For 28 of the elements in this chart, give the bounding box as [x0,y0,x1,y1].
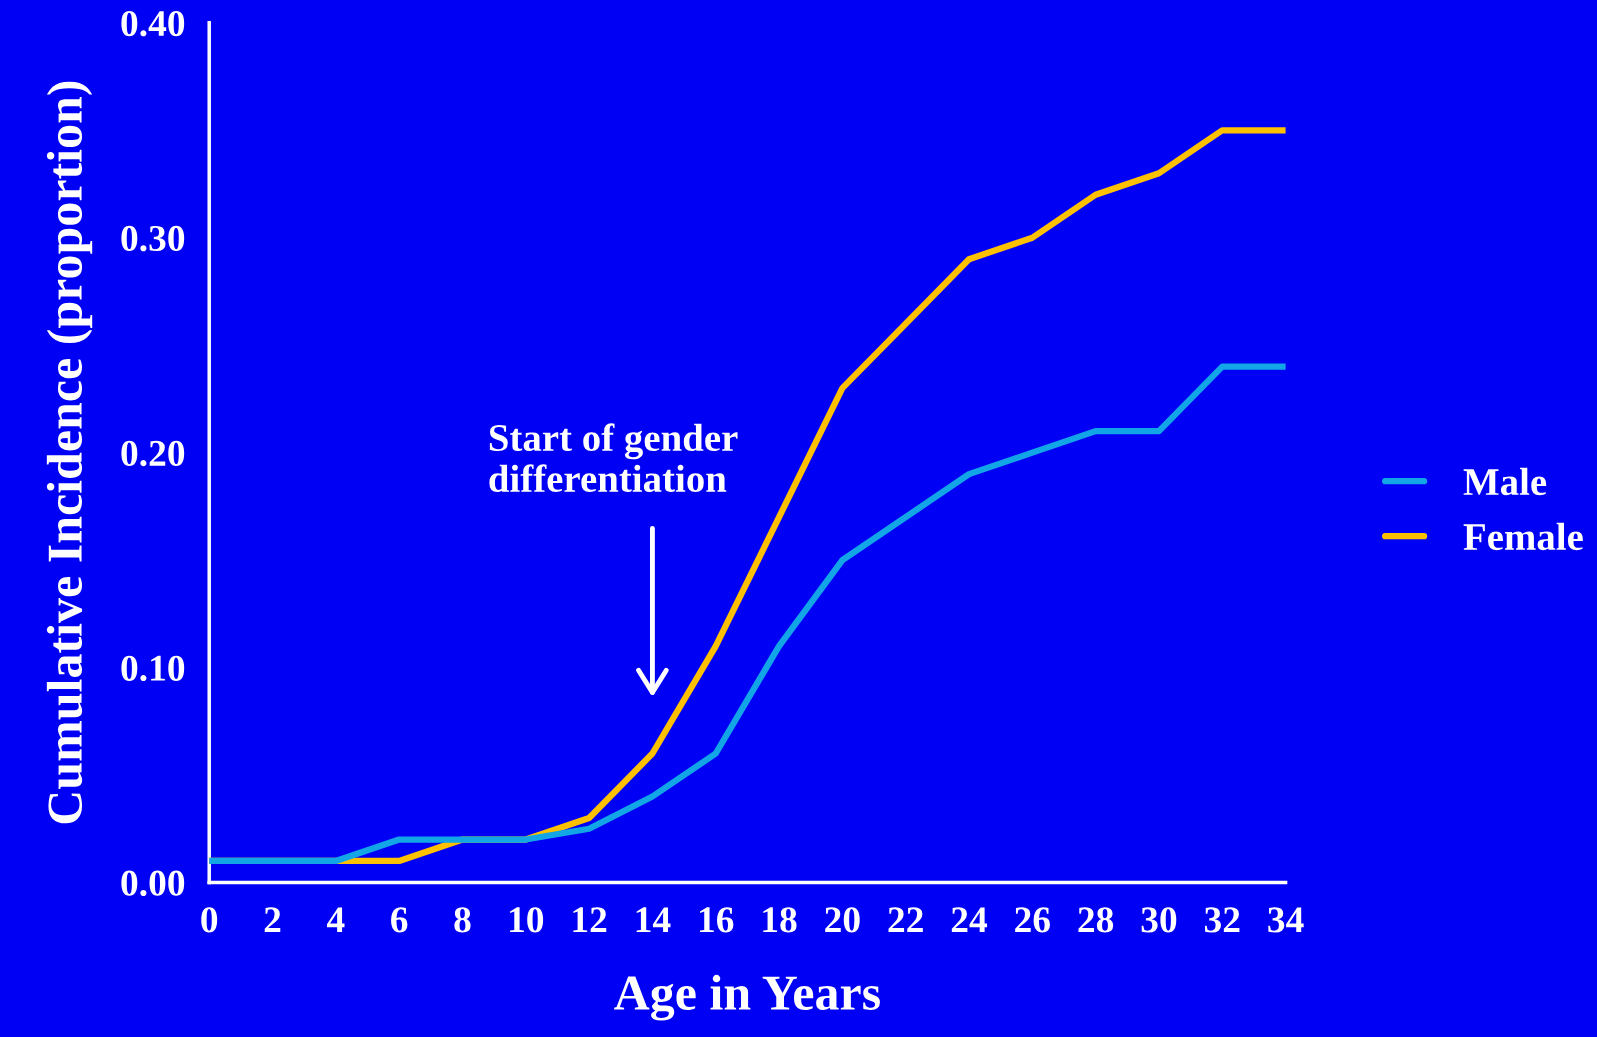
x-axis-title: Age in Years [614,974,880,1021]
y-axis-title: Cumulative Incidence (proportion) [46,81,93,824]
y-tick-label: 0.10 [121,655,185,682]
y-tick-label: 0.30 [121,225,185,252]
x-tick-label: 12 [573,907,607,933]
legend-label: Female [1463,522,1583,551]
x-tick-label: 28 [1078,907,1114,933]
x-tick-label: 4 [326,907,345,933]
x-tick-label: 14 [636,907,671,933]
x-tick-label: 2 [264,907,281,933]
x-tick-label: 32 [1204,907,1240,933]
x-tick-label: 20 [825,907,860,933]
x-tick-label: 30 [1141,907,1177,933]
x-tick-label: 26 [1015,907,1050,933]
annotation: Start of gender differentiation [489,423,738,493]
x-tick-label: 10 [510,907,544,933]
x-tick-label: 0 [201,907,218,933]
y-tick-label: 0.40 [121,10,185,37]
legend-label: Male [1463,467,1547,496]
x-tick-label: 18 [763,907,797,933]
x-tick-label: 34 [1268,907,1304,933]
x-tick-label: 24 [951,907,988,933]
x-tick-label: 16 [699,907,734,933]
x-tick-label: 8 [454,907,471,933]
y-tick-label: 0.20 [121,440,185,467]
x-tick-label: 6 [391,907,408,933]
x-tick-label: 22 [888,907,923,933]
y-tick-label: 0.00 [121,870,185,897]
